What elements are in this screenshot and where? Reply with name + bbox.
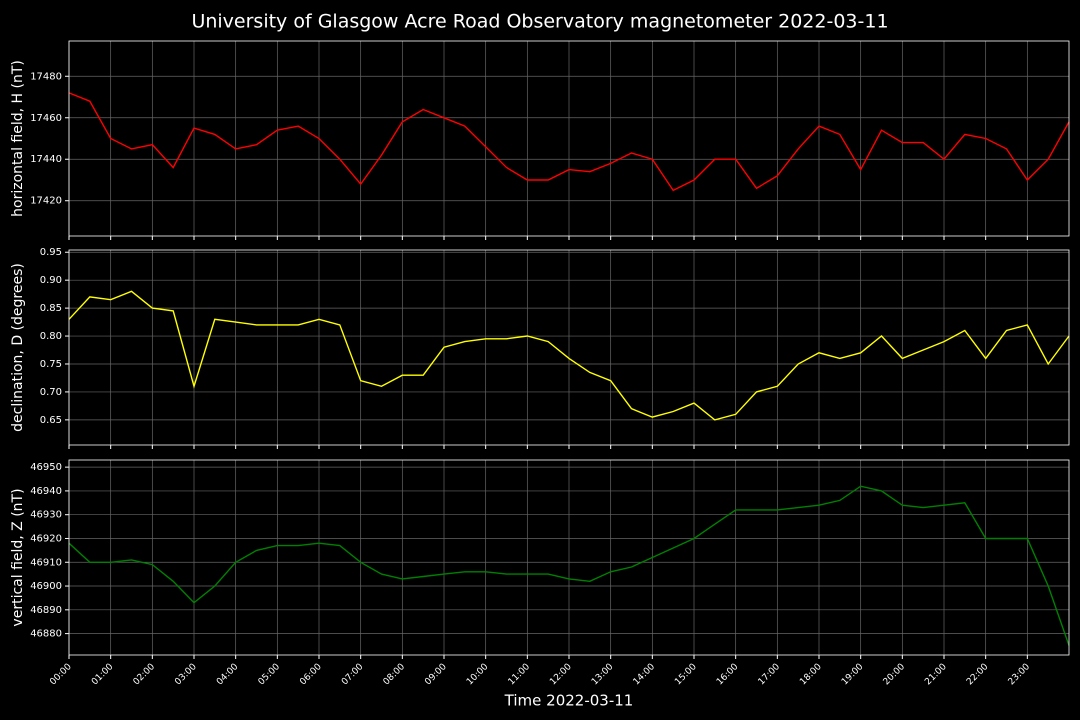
data-line [68, 485, 1070, 646]
y-tick-label: 0.85 [40, 303, 62, 314]
y-tick-label: 17460 [30, 113, 62, 124]
y-axis-label: vertical field, Z (nT) [10, 488, 26, 626]
x-tick-label: 16:00 [715, 662, 741, 688]
y-axis-label: declination, D (degrees) [10, 263, 26, 432]
x-tick-label: 03:00 [173, 662, 199, 688]
data-line [68, 92, 1070, 192]
y-tick-label: 17480 [30, 71, 62, 82]
x-tick-label: 14:00 [632, 662, 658, 688]
y-tick-label: 46930 [30, 510, 62, 521]
y-axis-label: horizontal field, H (nT) [10, 60, 26, 217]
y-tick-label: 17420 [30, 196, 62, 207]
y-tick-label: 0.70 [40, 387, 62, 398]
x-tick-label: 15:00 [673, 662, 699, 688]
x-tick-label: 01:00 [90, 662, 116, 688]
data-line [68, 290, 1070, 421]
y-tick-label: 17440 [30, 154, 62, 165]
y-tick-label: 0.65 [40, 415, 62, 426]
plot-frame [68, 459, 1070, 656]
y-tick-label: 46880 [30, 629, 62, 640]
x-tick-label: 17:00 [757, 662, 783, 688]
x-tick-label: 00:00 [48, 662, 74, 688]
x-tick-label: 06:00 [298, 662, 324, 688]
x-tick-label: 13:00 [590, 662, 616, 688]
x-tick-label: 11:00 [507, 662, 533, 688]
x-tick-label: 08:00 [382, 662, 408, 688]
y-tick-label: 46890 [30, 605, 62, 616]
x-tick-label: 20:00 [882, 662, 908, 688]
x-tick-label: 02:00 [132, 662, 158, 688]
y-tick-label: 46920 [30, 533, 62, 544]
x-tick-label: 18:00 [798, 662, 824, 688]
y-tick-label: 46910 [30, 557, 62, 568]
x-tick-label: 07:00 [340, 662, 366, 688]
x-axis-label: Time 2022-03-11 [504, 692, 634, 710]
plot-frame [68, 249, 1070, 446]
y-tick-label: 46950 [30, 462, 62, 473]
y-tick-label: 0.75 [40, 359, 62, 370]
x-tick-label: 10:00 [465, 662, 491, 688]
x-tick-label: 23:00 [1007, 662, 1033, 688]
x-tick-label: 21:00 [923, 662, 949, 688]
y-tick-label: 0.80 [40, 331, 62, 342]
y-tick-label: 0.90 [40, 275, 62, 286]
x-tick-label: 09:00 [423, 662, 449, 688]
plot-frame [68, 40, 1070, 237]
x-tick-label: 19:00 [840, 662, 866, 688]
y-tick-label: 46900 [30, 581, 62, 592]
x-tick-label: 12:00 [548, 662, 574, 688]
x-tick-label: 05:00 [257, 662, 283, 688]
y-tick-label: 0.95 [40, 247, 62, 258]
x-tick-label: 22:00 [965, 662, 991, 688]
x-tick-label: 04:00 [215, 662, 241, 688]
y-tick-label: 46940 [30, 486, 62, 497]
chart-title: University of Glasgow Acre Road Observat… [191, 11, 888, 33]
